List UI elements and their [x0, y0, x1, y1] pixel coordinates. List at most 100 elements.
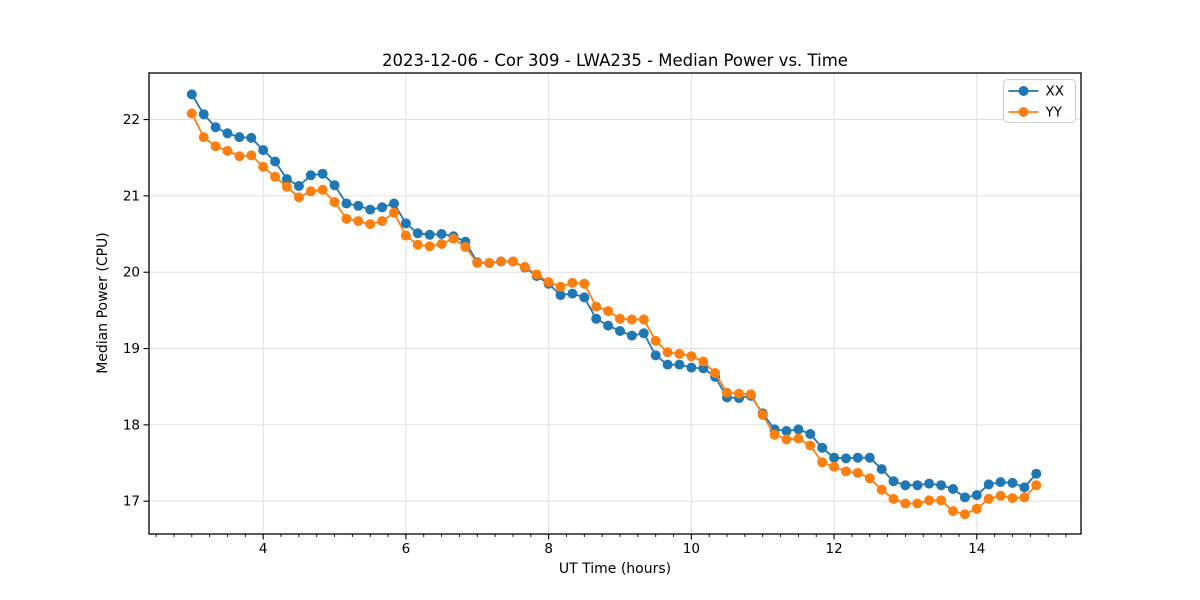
series-XX-point	[983, 479, 994, 490]
legend-item-YY: YY	[1008, 105, 1063, 121]
series-XX-line	[191, 93, 1037, 499]
series-XX	[186, 89, 1042, 503]
series-YY-point	[734, 388, 744, 399]
series-XX-point	[389, 198, 399, 209]
series-YY-point	[841, 466, 851, 477]
series-YY-point	[710, 368, 721, 378]
series-YY-point	[757, 409, 768, 420]
series-XX-point	[793, 424, 804, 435]
series-YY-point	[876, 484, 887, 495]
series-XX-point	[412, 228, 423, 239]
series-XX-point	[353, 200, 364, 211]
series-XX-point	[959, 492, 970, 503]
series-YY-point	[829, 461, 840, 472]
series-XX-point	[698, 363, 709, 374]
series-XX-point	[305, 170, 316, 181]
legend-label: YY	[1045, 105, 1063, 121]
x-tick-label: 6	[402, 541, 411, 557]
series-XX-point	[329, 180, 340, 191]
series-XX-point	[246, 132, 257, 143]
series-XX-point	[805, 429, 816, 439]
series-XX-point	[281, 174, 292, 185]
series-YY-point	[591, 301, 602, 312]
y-tick-label: 21	[123, 188, 140, 204]
x-tick-label: 8	[544, 541, 553, 557]
series-YY-point	[222, 145, 233, 156]
series-YY-point	[959, 509, 970, 520]
series-XX-point	[341, 198, 352, 209]
series-YY-point	[852, 467, 863, 478]
series-XX-point	[638, 328, 649, 339]
series-YY-point	[615, 313, 625, 324]
series-XX-point	[924, 478, 935, 489]
series-YY-point	[1007, 493, 1018, 504]
series-XX-point	[781, 426, 792, 436]
series-XX-point	[852, 452, 863, 463]
x-tick-label: 10	[683, 541, 700, 557]
y-tick-label: 20	[123, 265, 140, 281]
series-XX-point	[841, 453, 851, 464]
series-YY-point	[210, 141, 221, 152]
series-YY-point	[543, 277, 554, 288]
series-XX-point	[377, 202, 388, 213]
series-XX-point	[662, 359, 673, 370]
series-XX-point	[1007, 477, 1018, 488]
series-YY-point	[924, 495, 935, 506]
series-XX-point	[674, 359, 685, 370]
y-tick-label: 22	[123, 112, 140, 128]
series-YY-point	[948, 506, 958, 517]
series-XX-point	[591, 313, 602, 324]
chart-title: 2023-12-06 - Cor 309 - LWA235 - Median P…	[382, 51, 848, 70]
series-YY-point	[424, 241, 435, 252]
series-YY-point	[472, 258, 483, 268]
series-XX-point	[258, 145, 269, 156]
series-YY-point	[270, 171, 281, 182]
series-YY-point	[341, 213, 352, 224]
series-XX-point	[567, 288, 578, 299]
series-XX-point	[912, 480, 923, 491]
series-XX-point	[876, 464, 887, 475]
series-XX-point	[436, 229, 447, 239]
series-XX-point	[186, 89, 197, 100]
y-axis-label: Median Power (CPU)	[95, 232, 111, 374]
series-XX-point	[971, 490, 982, 501]
series-YY-point	[484, 258, 495, 268]
y-tick-label: 19	[123, 341, 140, 357]
series-YY-point	[900, 498, 911, 509]
series-XX-point	[900, 480, 911, 491]
series-YY-point	[496, 256, 506, 267]
series-YY-point	[293, 192, 304, 203]
series-XX-point	[948, 484, 958, 494]
series-YY-point	[448, 233, 459, 244]
series-YY-point	[365, 219, 376, 230]
series-XX-point	[293, 181, 304, 191]
series-YY-point	[329, 197, 340, 207]
grid	[149, 73, 1081, 534]
series-XX-point	[424, 229, 435, 240]
series-XX-point	[222, 128, 233, 139]
legend-box	[1003, 79, 1076, 123]
series-YY-point	[722, 387, 732, 398]
series-YY-point	[436, 239, 447, 249]
series-YY-point	[531, 269, 542, 280]
series-YY-point	[817, 457, 828, 468]
series-YY-point	[971, 503, 982, 514]
series-YY-point	[1019, 492, 1030, 503]
series-YY-point	[234, 151, 245, 162]
series-XX-point	[626, 330, 637, 341]
series-YY-point	[186, 108, 197, 119]
axes-spines	[148, 72, 1082, 535]
series-YY-point	[460, 242, 471, 252]
series-YY-point	[389, 207, 399, 218]
series-YY-point	[745, 389, 756, 400]
series-YY-point	[983, 493, 994, 504]
series-YY-point	[567, 277, 578, 288]
plot-area: 4 6 8 10 12 14 17 18 19 20 21 22 XX YY	[123, 72, 1082, 557]
legend-swatch-marker	[1018, 86, 1029, 96]
series-XX-point	[686, 362, 697, 373]
ticks: 4 6 8 10 12 14 17 18 19 20 21 22	[123, 112, 1067, 557]
series-XX-point	[317, 168, 328, 179]
x-tick-label: 14	[968, 541, 985, 557]
